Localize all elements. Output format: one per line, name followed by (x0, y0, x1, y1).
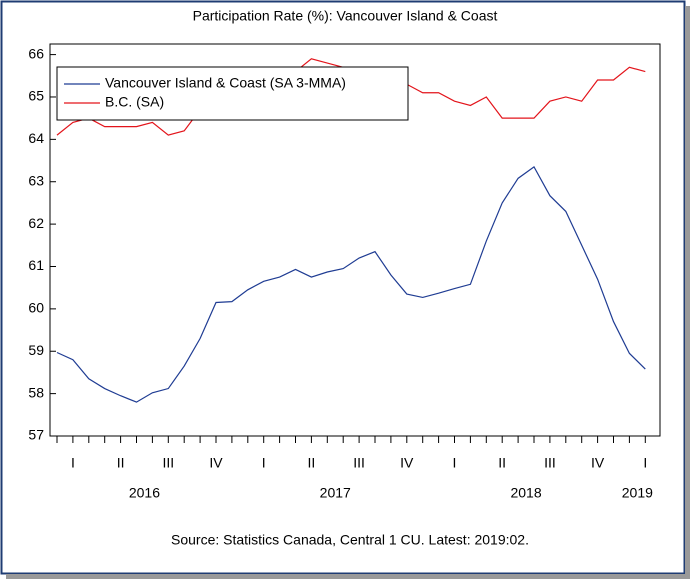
chart-title: Participation Rate (%): Vancouver Island… (193, 8, 498, 24)
x-tick-label: II (117, 455, 125, 471)
x-tick-label: II (308, 455, 316, 471)
y-tick-label: 57 (28, 427, 44, 443)
x-tick-label: I (71, 455, 75, 471)
x-tick-label: III (162, 455, 174, 471)
y-tick-label: 58 (28, 384, 44, 400)
x-tick-label: I (453, 455, 457, 471)
shadow (685, 6, 690, 578)
y-tick-label: 63 (28, 172, 44, 188)
shadow (6, 574, 690, 579)
year-label: 2019 (622, 485, 653, 501)
y-tick-label: 64 (28, 130, 44, 146)
x-tick-label: IV (591, 455, 605, 471)
legend (56, 66, 409, 121)
x-tick-label: I (262, 455, 266, 471)
x-tick-label: III (353, 455, 365, 471)
y-tick-label: 62 (28, 215, 44, 231)
y-tick-label: 61 (28, 257, 44, 273)
x-tick-label: IV (209, 455, 223, 471)
y-tick-label: 65 (28, 88, 44, 104)
year-label: 2016 (129, 485, 160, 501)
series-line (56, 166, 646, 403)
plot-area (49, 43, 661, 437)
x-tick-label: III (544, 455, 556, 471)
legend-label: Vancouver Island & Coast (SA 3-MMA) (105, 75, 346, 91)
source-note: Source: Statistics Canada, Central 1 CU.… (171, 532, 529, 548)
legend-label: B.C. (SA) (105, 94, 164, 110)
year-label: 2018 (510, 485, 541, 501)
x-tick-label: IV (400, 455, 414, 471)
y-tick-label: 60 (28, 300, 44, 316)
y-tick-label: 66 (28, 45, 44, 61)
x-tick-label: II (498, 455, 506, 471)
year-label: 2017 (320, 485, 351, 501)
y-tick-label: 59 (28, 342, 44, 358)
x-tick-label: I (643, 455, 647, 471)
